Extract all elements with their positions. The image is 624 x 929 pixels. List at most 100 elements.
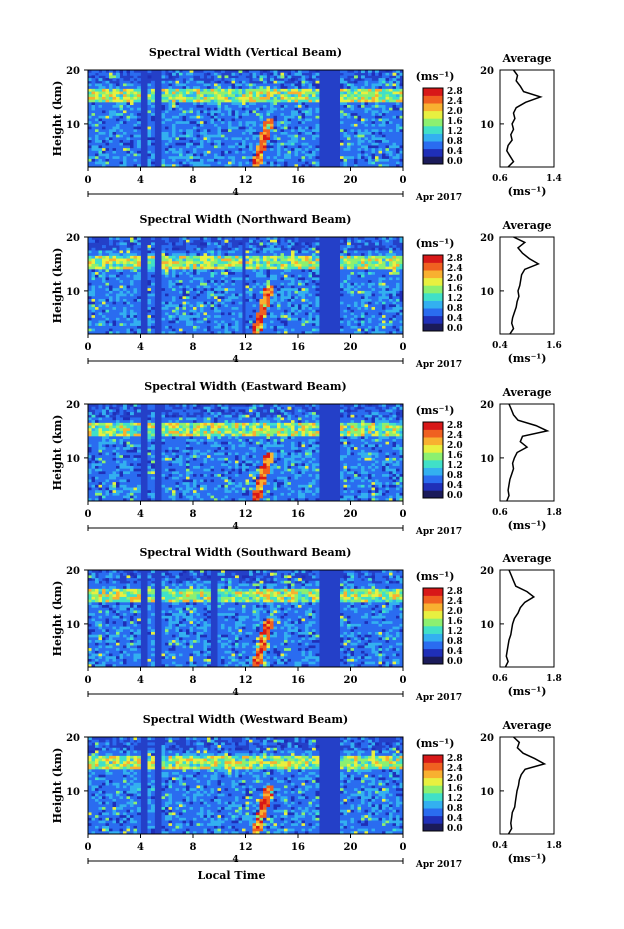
heatmap-cell bbox=[280, 142, 285, 146]
heatmap-cell bbox=[116, 140, 120, 144]
heatmap-cell bbox=[228, 304, 232, 308]
heatmap-cell bbox=[378, 94, 383, 98]
heatmap-cell bbox=[147, 96, 152, 101]
heatmap-cell bbox=[161, 126, 166, 130]
heatmap-cell bbox=[179, 96, 183, 101]
heatmap-cell bbox=[137, 272, 141, 276]
heatmap-cell bbox=[133, 83, 138, 87]
heatmap-cell bbox=[112, 317, 117, 321]
heatmap-cell bbox=[98, 296, 103, 300]
heatmap-cell bbox=[389, 129, 393, 133]
heatmap-cell bbox=[147, 315, 152, 319]
heatmap-cell bbox=[284, 134, 288, 138]
heatmap-cell bbox=[105, 129, 110, 133]
heatmap-cell bbox=[193, 266, 197, 270]
heatmap-cell bbox=[238, 110, 243, 114]
heatmap-cell bbox=[238, 331, 243, 335]
heatmap-cell bbox=[119, 150, 124, 154]
heatmap-cell bbox=[378, 161, 383, 165]
heatmap-cell bbox=[235, 150, 239, 154]
heatmap-cell bbox=[266, 250, 271, 254]
heatmap-cell bbox=[266, 161, 271, 165]
heatmap-cell bbox=[133, 86, 138, 90]
heatmap-cell bbox=[263, 148, 267, 152]
heatmap-cell bbox=[193, 237, 197, 241]
heatmap-cell bbox=[221, 83, 225, 87]
heatmap-cell bbox=[378, 126, 383, 130]
heatmap-cell bbox=[189, 75, 194, 79]
heatmap-cell bbox=[179, 83, 183, 87]
heatmap-cell bbox=[203, 123, 208, 127]
heatmap-cell bbox=[105, 269, 110, 273]
heatmap-cell bbox=[350, 298, 355, 303]
heatmap-cell bbox=[221, 272, 225, 276]
heatmap-cell bbox=[343, 301, 348, 305]
heatmap-cell bbox=[238, 161, 243, 165]
heatmap-cell bbox=[116, 115, 120, 119]
heatmap-cell bbox=[200, 263, 204, 268]
heatmap-cell bbox=[102, 110, 106, 114]
heatmap-cell bbox=[102, 288, 106, 292]
heatmap-cell bbox=[263, 86, 267, 90]
heatmap-cell bbox=[273, 269, 278, 273]
heatmap-cell bbox=[126, 304, 131, 308]
heatmap-cell bbox=[354, 293, 358, 297]
heatmap-cell bbox=[273, 164, 278, 168]
heatmap-cell bbox=[116, 145, 120, 149]
y-axis-label: Height (km) bbox=[51, 81, 64, 157]
heatmap-cell bbox=[266, 99, 271, 103]
heatmap-cell bbox=[119, 277, 124, 281]
heatmap-cell bbox=[214, 164, 218, 168]
heatmap-cell bbox=[238, 75, 243, 79]
heatmap-cell bbox=[102, 72, 106, 76]
heatmap-cell bbox=[343, 99, 348, 103]
heatmap-cell bbox=[270, 298, 274, 303]
heatmap-cell bbox=[119, 91, 124, 95]
heatmap-cell bbox=[298, 137, 302, 141]
heatmap-cell bbox=[175, 309, 180, 313]
heatmap-cell bbox=[123, 247, 127, 251]
heatmap-cell bbox=[196, 158, 201, 163]
heatmap-cell bbox=[270, 320, 274, 324]
heatmap-cell bbox=[371, 164, 376, 168]
heatmap-cell bbox=[273, 161, 278, 165]
heatmap-cell bbox=[280, 323, 285, 327]
heatmap-cell bbox=[133, 142, 138, 146]
heatmap-cell bbox=[357, 129, 362, 133]
heatmap-cell bbox=[301, 250, 306, 254]
heatmap-cell bbox=[259, 258, 264, 262]
heatmap-cell bbox=[249, 263, 253, 268]
heatmap-cell bbox=[252, 293, 257, 297]
heatmap-cell bbox=[375, 153, 379, 157]
heatmap-cell bbox=[175, 131, 180, 136]
heatmap-cell bbox=[238, 323, 243, 327]
heatmap-cell bbox=[126, 110, 131, 114]
heatmap-cell bbox=[130, 140, 134, 144]
heatmap-cell bbox=[231, 161, 236, 165]
heatmap-cell bbox=[361, 75, 365, 79]
heatmap-cell bbox=[291, 107, 295, 111]
heatmap-cell bbox=[245, 126, 250, 130]
heatmap-cell bbox=[203, 102, 208, 106]
heatmap-cell bbox=[214, 320, 218, 324]
heatmap-cell bbox=[256, 282, 260, 286]
heatmap-cell bbox=[172, 293, 176, 297]
heatmap-cell bbox=[294, 161, 299, 165]
heatmap-cell bbox=[168, 123, 173, 127]
heatmap-cell bbox=[137, 258, 141, 262]
heatmap-cell bbox=[263, 258, 267, 262]
heatmap-cell bbox=[343, 156, 348, 160]
heatmap-cell bbox=[161, 137, 166, 141]
heatmap-cell bbox=[256, 269, 260, 273]
heatmap-cell bbox=[305, 255, 309, 259]
heatmap-cell bbox=[189, 274, 194, 278]
heatmap-cell bbox=[221, 123, 225, 127]
heatmap-cell bbox=[231, 269, 236, 273]
heatmap-cell bbox=[280, 123, 285, 127]
heatmap-cell bbox=[273, 131, 278, 136]
heatmap-cell bbox=[273, 312, 278, 316]
heatmap-cell bbox=[245, 94, 250, 98]
heatmap-cell bbox=[221, 118, 225, 122]
heatmap-cell bbox=[235, 164, 239, 168]
heatmap-cell bbox=[221, 250, 225, 254]
